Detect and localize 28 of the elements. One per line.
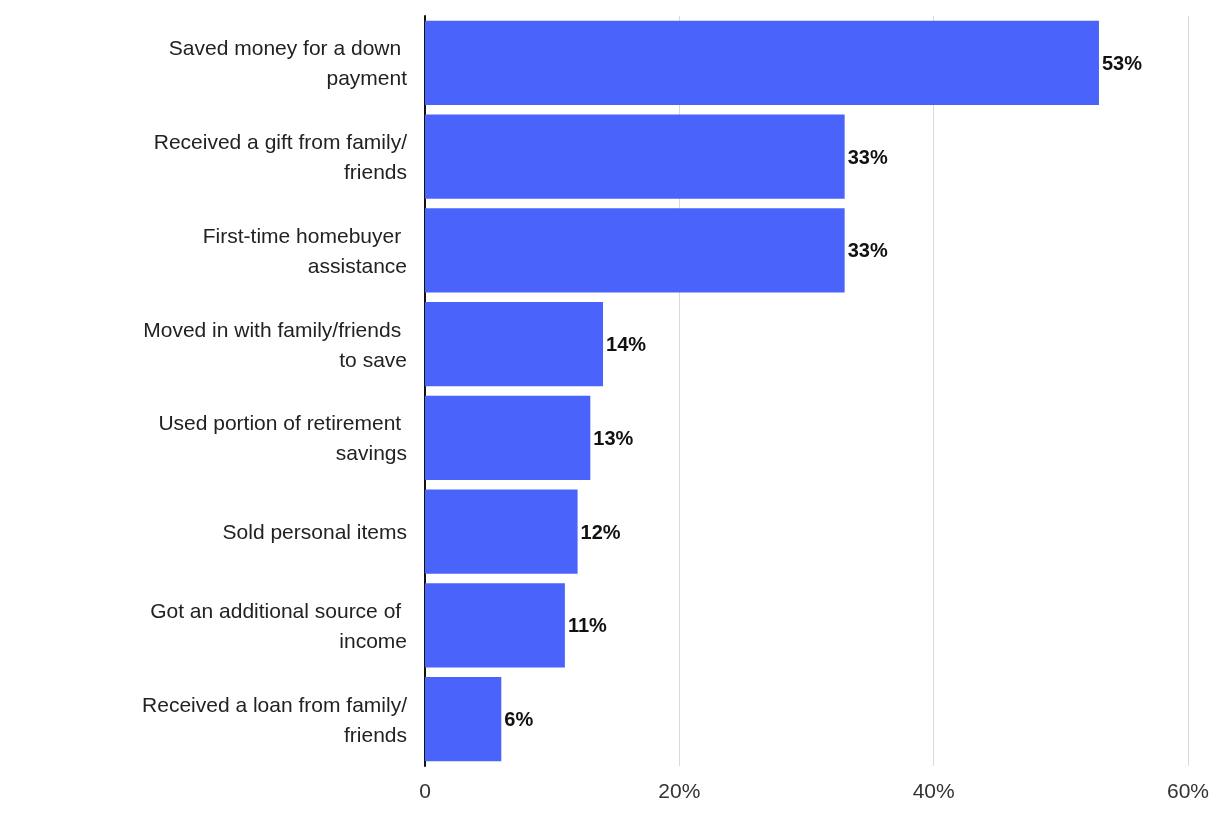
y-tick-label: Received a loan from family/friends [142,692,408,746]
y-tick-label: Sold personal items [222,520,407,544]
bar [425,676,502,762]
data-label: 12% [580,520,621,543]
data-label: 53% [1101,51,1143,74]
y-tick-label: Saved money for a down payment [168,36,408,90]
bar [425,208,845,293]
y-tick-label: Moved in with family/friends to save [143,317,407,371]
x-tick-label: 20% [658,779,701,802]
bar [425,583,565,668]
bar [425,301,604,387]
data-label: 14% [606,333,647,356]
data-label: 6% [504,708,534,731]
y-tick-label: First-time homebuyer assistance [202,223,407,277]
x-tick-label: 40% [912,779,955,802]
y-tick-label: Received a gift from family/friends [153,130,408,184]
x-tick-label: 60% [1166,779,1210,802]
x-tick-label: 0 [419,779,431,802]
y-tick-label: Got an additional source of income [150,598,407,652]
data-label: 33% [847,145,888,168]
data-label: 33% [847,239,888,262]
data-label: 13% [593,426,634,449]
bar [425,395,591,481]
bar [425,489,578,574]
y-tick-label: Used portion of retirement savings [158,411,407,465]
bar [425,114,845,199]
bar [425,20,1099,106]
data-label: 11% [567,614,608,637]
